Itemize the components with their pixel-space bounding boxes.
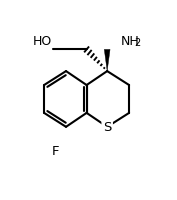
- Text: F: F: [51, 144, 59, 157]
- Text: 2: 2: [134, 38, 140, 48]
- Polygon shape: [104, 50, 110, 72]
- Text: HO: HO: [33, 34, 52, 47]
- Text: S: S: [103, 121, 111, 134]
- Text: NH: NH: [121, 34, 140, 47]
